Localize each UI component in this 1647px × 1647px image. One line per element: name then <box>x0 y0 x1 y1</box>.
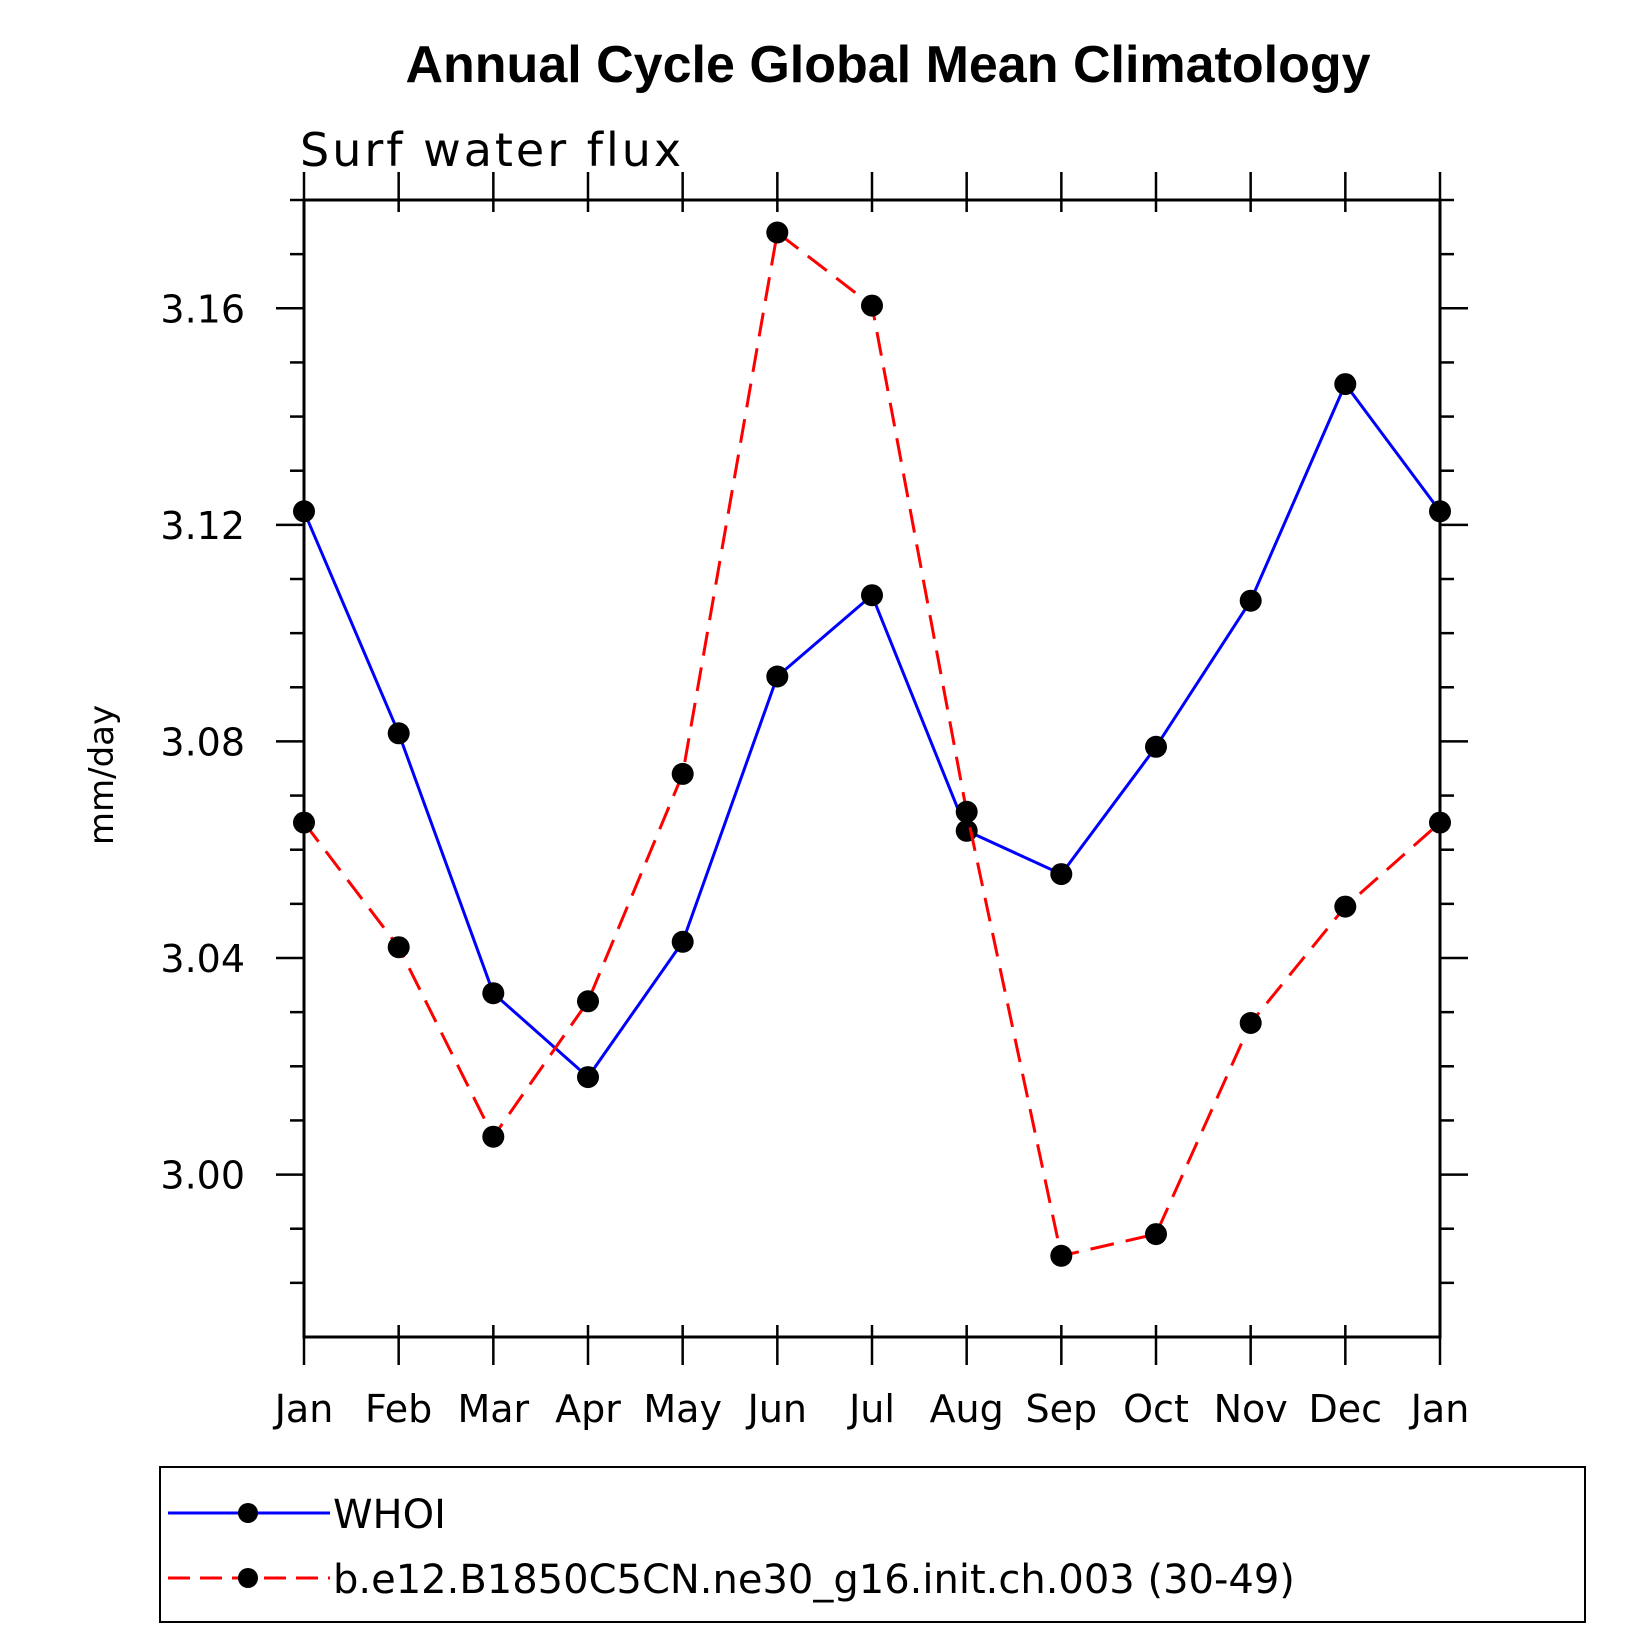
series-0-point <box>1239 589 1262 612</box>
series-0-point <box>671 930 694 953</box>
x-tick-label: Jan <box>273 1387 334 1431</box>
series-1-point <box>387 936 410 959</box>
series-line-0 <box>302 381 1442 1080</box>
x-tick-label: Jan <box>1409 1387 1470 1431</box>
legend-marker-whoi <box>238 1503 258 1523</box>
series-line-1 <box>302 229 1441 1258</box>
series-0-point <box>387 722 410 745</box>
y-tick-label: 3.16 <box>160 287 245 331</box>
x-tick-label: Aug <box>930 1387 1004 1431</box>
y-tick-label: 3.08 <box>160 720 245 764</box>
x-tick-label: Nov <box>1214 1387 1288 1431</box>
legend-box <box>159 1466 1586 1623</box>
series-1-point <box>1145 1223 1167 1246</box>
axes: Jan Feb Mar Apr May Jun Jul Aug Sep Oct Nov Dec Jan 3… <box>160 172 1469 1431</box>
series-1-point <box>1239 1012 1262 1034</box>
series-0-point <box>766 665 789 688</box>
series-0-point <box>1050 863 1073 886</box>
series-1-point <box>955 800 978 823</box>
x-tick-label: May <box>643 1387 722 1431</box>
series-1-point <box>861 294 883 317</box>
y-axis-label: mm/day <box>82 705 122 845</box>
x-tick-label: Oct <box>1123 1387 1189 1431</box>
series-1-point <box>293 811 315 834</box>
legend-label-whoi: WHOI <box>333 1492 446 1538</box>
series-0-point <box>293 500 315 523</box>
chart-title: Annual Cycle Global Mean Climatology <box>405 36 1370 94</box>
series-layer <box>293 221 1451 1267</box>
x-tick-label: Apr <box>555 1387 621 1431</box>
legend: WHOI b.e12.B1850C5CN.ne30_g16.init.ch.00… <box>159 1466 1586 1623</box>
x-tick-label: Dec <box>1309 1387 1383 1431</box>
series-1-point <box>482 1125 505 1148</box>
series-1-point <box>1050 1244 1073 1267</box>
x-tick-label: Feb <box>365 1387 432 1431</box>
series-1-point <box>1429 811 1451 834</box>
series-1-point <box>577 990 599 1013</box>
y-tick-label: 3.12 <box>160 504 245 548</box>
x-tick-label: Jun <box>746 1387 807 1431</box>
y-tick-label: 3.04 <box>160 937 245 981</box>
x-tick-label: Jul <box>847 1387 895 1431</box>
plot-frame <box>302 198 1442 1339</box>
legend-label-model: b.e12.B1850C5CN.ne30_g16.init.ch.003 (30… <box>333 1557 1295 1603</box>
series-0-point <box>955 819 978 842</box>
series-0-point <box>577 1066 599 1089</box>
series-0-point <box>1145 735 1167 758</box>
chart-subtitle: Surf water flux <box>300 123 684 177</box>
x-tick-label: Sep <box>1026 1387 1098 1431</box>
series-1-point <box>766 221 789 244</box>
series-1-point <box>671 762 694 785</box>
series-0-point <box>1334 373 1357 396</box>
series-1-point <box>1334 895 1357 918</box>
x-tick-label: Mar <box>457 1387 529 1431</box>
series-0-point <box>482 982 505 1005</box>
y-tick-label: 3.00 <box>160 1154 245 1198</box>
series-0-point <box>1429 500 1451 523</box>
legend-marker-model <box>238 1568 258 1588</box>
series-0-point <box>861 584 883 607</box>
